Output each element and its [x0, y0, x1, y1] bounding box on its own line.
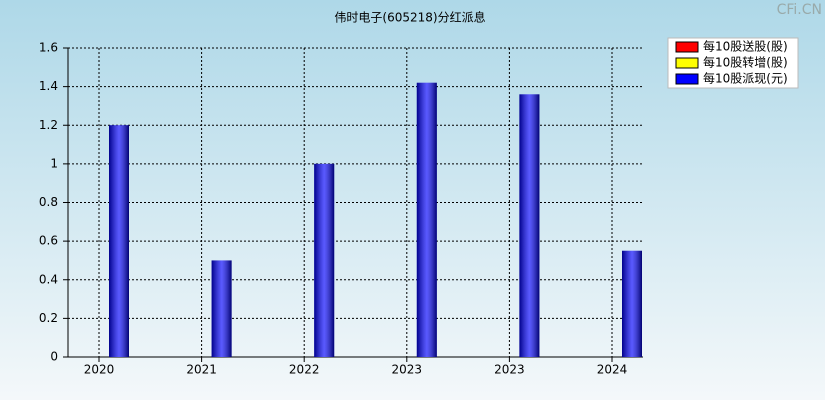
y-tick-label: 0.6 [39, 234, 58, 248]
legend-swatch [675, 73, 699, 85]
watermark: CFi.CN [777, 2, 822, 18]
y-tick-label: 1 [50, 156, 58, 170]
x-tick-label: 2020 [84, 363, 115, 377]
bar-shade [622, 250, 642, 357]
y-tick-label: 1.4 [39, 79, 58, 93]
x-tick-label: 2022 [289, 363, 320, 377]
legend-label: 每10股送股(股) [703, 39, 788, 54]
x-tick-label: 2023 [392, 363, 423, 377]
legend-label: 每10股派现(元) [703, 71, 788, 86]
bar-shade [314, 163, 335, 357]
bar-shade [211, 260, 232, 357]
y-tick-label: 1.2 [39, 118, 58, 132]
y-tick-label: 1.6 [39, 41, 58, 55]
x-tick-label: 2023 [494, 363, 525, 377]
legend-swatch [675, 57, 699, 69]
y-tick-label: 0.4 [39, 272, 58, 286]
x-tick-label: 2024 [597, 363, 628, 377]
legend-label: 每10股转增(股) [703, 55, 788, 70]
y-tick-label: 0 [50, 350, 58, 364]
y-tick-label: 0.2 [39, 311, 58, 325]
bar-shade [109, 125, 129, 357]
x-tick-label: 2021 [186, 363, 217, 377]
y-tick-label: 0.8 [39, 195, 58, 209]
bar-shade [519, 94, 540, 357]
chart-title: 伟时电子(605218)分红派息 [334, 10, 485, 25]
legend-swatch [675, 41, 699, 53]
bar-shade [416, 82, 437, 357]
